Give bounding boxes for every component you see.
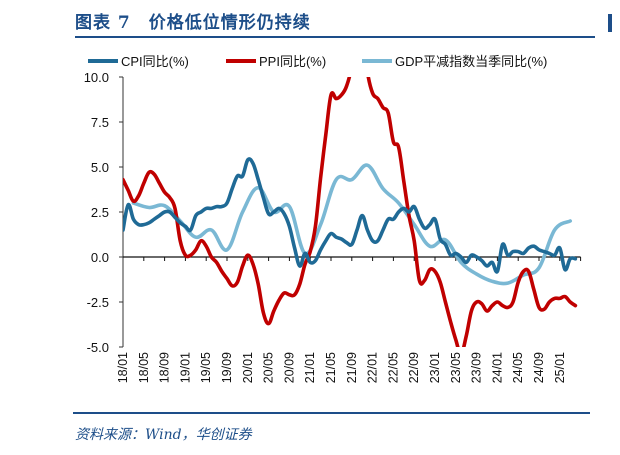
x-tick-label: 25/01: [553, 352, 567, 383]
x-tick-label: 24/09: [532, 352, 546, 383]
legend-label-2: PPI同比(%): [259, 54, 326, 69]
series-line-3: [131, 163, 572, 286]
x-tick-label: 23/01: [428, 352, 442, 383]
x-tick-label: 19/01: [178, 352, 192, 383]
x-tick-label: 20/05: [262, 352, 276, 383]
y-tick-label: -2.5: [87, 295, 109, 310]
series-line-1: [123, 157, 578, 274]
x-tick-label: 20/09: [282, 352, 296, 383]
y-tick-label: 5.0: [91, 160, 109, 175]
x-tick-label: 22/09: [407, 352, 421, 383]
chart-title: 图表 7 价格低位情形仍持续: [75, 13, 311, 33]
x-tick-label: 18/01: [116, 352, 130, 383]
source-divider: [73, 412, 590, 414]
x-tick-label: 20/01: [241, 352, 255, 383]
x-tick-label: 22/01: [366, 352, 380, 383]
x-tick-label: 24/01: [490, 352, 504, 383]
y-tick-label: 10.0: [84, 70, 109, 85]
x-tick-label: 24/05: [511, 352, 525, 383]
x-tick-label: 23/05: [449, 352, 463, 383]
series-line-2: [123, 77, 578, 347]
title-divider: [75, 36, 595, 38]
legend-label-3: GDP平减指数当季同比(%): [395, 54, 547, 69]
legend-label-1: CPI同比(%): [121, 54, 189, 69]
x-tick-label: 22/05: [386, 352, 400, 383]
line-chart: CPI同比(%) PPI同比(%) GDP平减指数当季同比(%) 10.0 7.5 5.0…: [84, 54, 582, 383]
y-tick-label: -5.0: [87, 340, 109, 355]
x-tick-label: 19/05: [199, 352, 213, 383]
x-tick-label: 19/09: [220, 352, 234, 383]
source-note: 资料来源：Wind，华创证券: [75, 427, 252, 443]
x-tick-label: 23/09: [470, 352, 484, 383]
x-tick-label: 18/05: [137, 352, 151, 383]
x-tick-label: 21/01: [303, 352, 317, 383]
x-tick-label: 21/05: [324, 352, 338, 383]
adjacent-panel-edge: [608, 14, 612, 32]
x-tick-label: 18/09: [158, 352, 172, 383]
y-tick-label: 2.5: [91, 205, 109, 220]
plot-area: [123, 77, 578, 347]
y-tick-label: 0.0: [91, 250, 109, 265]
x-tick-label: 21/09: [345, 352, 359, 383]
y-tick-label: 7.5: [91, 115, 109, 130]
